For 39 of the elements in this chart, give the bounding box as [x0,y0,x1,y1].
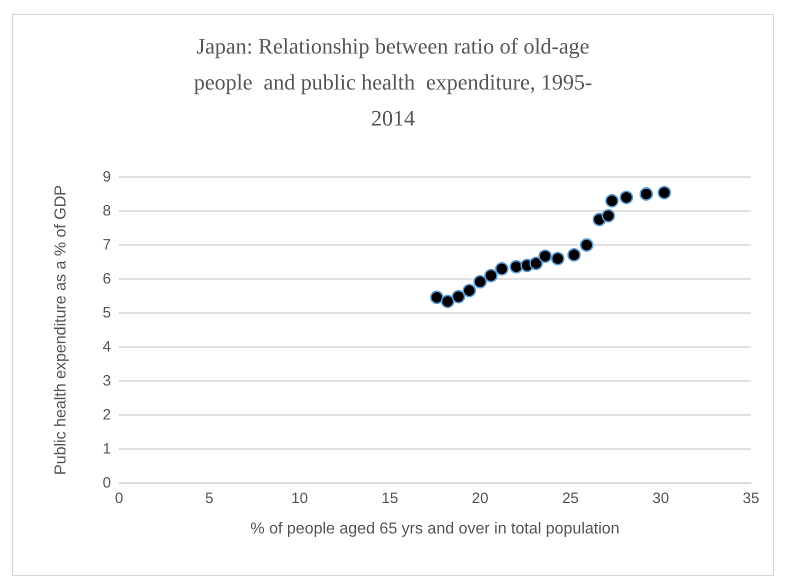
y-tick-label: 4 [102,338,111,356]
x-tick-label: 10 [291,490,308,507]
y-tick-label: 0 [102,474,111,492]
point [620,190,634,204]
point [602,209,616,223]
point [580,238,594,252]
x-tick-label: 35 [742,490,760,507]
point [529,256,543,270]
point [452,290,466,304]
point [551,252,565,266]
y-tick-label: 8 [102,202,111,220]
point [510,260,524,274]
point [640,187,654,201]
point [440,294,454,308]
point [430,290,444,304]
y-axis-title: Public health expenditure as a % of GDP [52,185,70,475]
x-tick-label: 0 [114,490,124,507]
y-tick-label: 7 [102,236,111,254]
x-tick-label: 30 [652,490,670,507]
point [484,268,498,282]
x-tick-label: 25 [562,490,579,507]
x-tick-label: 20 [472,490,488,507]
chart-title: Japan: Relationship between ratio of old-age people and public health expenditure, 1995- 2014 [194,34,592,130]
y-tick-label: 2 [102,406,111,424]
point [658,186,672,200]
x-tick-label: 15 [382,490,398,507]
x-axis-title: % of people aged 65 yrs and over in total population [250,520,620,538]
y-tick-label: 6 [102,270,111,288]
point [495,262,509,276]
y-tick-label: 1 [102,440,111,458]
y-tick-label: 9 [102,168,111,186]
point [605,194,619,208]
x-tick-label: 5 [205,490,214,507]
point [473,274,487,288]
y-tick-label: 5 [102,304,111,322]
point [567,248,581,262]
point [538,249,552,263]
point [462,284,476,298]
y-tick-label: 3 [102,372,111,390]
